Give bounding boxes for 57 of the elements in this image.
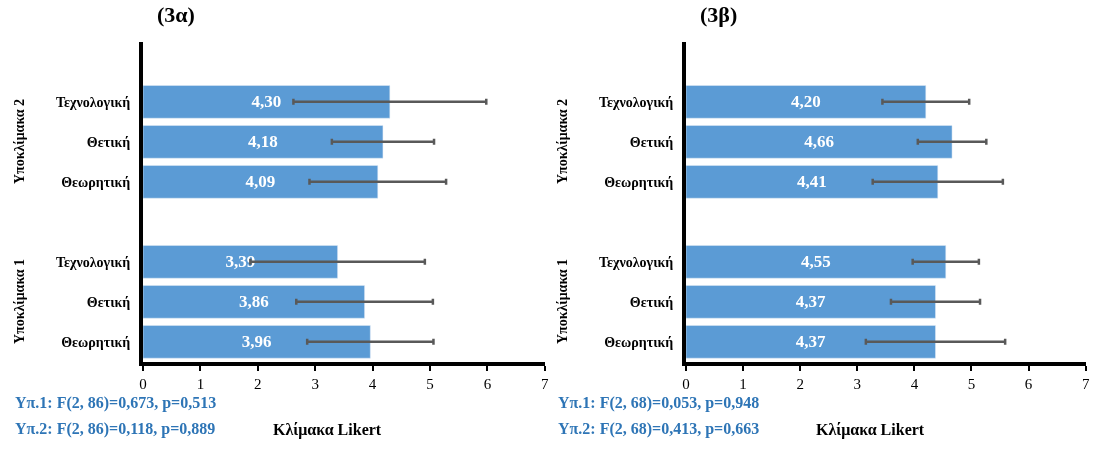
bar: [686, 325, 936, 359]
y-tick-label: Θετική: [86, 134, 131, 150]
x-tick-label: 6: [483, 375, 492, 392]
y-tick-label: Τεχνολογική: [55, 94, 131, 110]
x-tick-label: 7: [541, 375, 550, 392]
x-tick-label: 1: [739, 375, 747, 392]
bar: [686, 285, 936, 319]
x-tick-label: 1: [196, 375, 205, 392]
y-tick-label: Θετική: [629, 134, 674, 150]
y-tick-label: Τεχνολογική: [598, 254, 674, 270]
text: Υποκλίμακα 1: [12, 258, 28, 345]
x-tick-label: 6: [1024, 375, 1033, 392]
bar: [686, 125, 953, 159]
y-tick-label: Θεωρητική: [604, 174, 674, 190]
chart-title: (3α): [157, 2, 195, 27]
x-tick-label: 5: [426, 375, 434, 392]
x-tick-label: 5: [967, 375, 976, 392]
bar: [686, 165, 939, 199]
x-tick-label: 4: [910, 375, 919, 392]
text: Υποκλίμακα 2: [12, 98, 28, 185]
data-label: 3,86: [238, 292, 269, 312]
y-tick-label: Θετική: [629, 294, 674, 310]
data-label: 3,96: [241, 332, 272, 352]
y-tick-label: Θεωρητική: [61, 334, 131, 350]
x-tick-label: 0: [139, 375, 147, 392]
x-tick-label: 4: [368, 375, 377, 392]
data-label: 4,66: [804, 132, 834, 152]
chart-title: (3β): [700, 2, 738, 27]
x-tick-label: 3: [311, 375, 319, 392]
text: Υποκλίμακα 1: [555, 258, 571, 345]
y-tick-label: Τεχνολογική: [55, 254, 131, 270]
data-label: 4,41: [797, 172, 827, 192]
text: Υπ.1: F(2, 68)=0,053, p=0,948: [558, 394, 760, 412]
bar: [686, 85, 927, 119]
x-tick-label: 2: [254, 375, 262, 392]
data-label: 4,55: [801, 252, 831, 272]
bar: [686, 245, 947, 279]
data-label: 4,18: [248, 132, 278, 152]
text: Υποκλίμακα 2: [555, 98, 571, 185]
data-label: 4,20: [791, 92, 821, 112]
x-tick-label: 2: [796, 375, 804, 392]
x-tick-label: 7: [1081, 375, 1090, 392]
x-axis-title: Κλίμακα Likert: [816, 421, 925, 439]
y-tick-label: Θεωρητική: [61, 174, 131, 190]
data-label: 4,37: [795, 332, 826, 352]
data-label: 4,09: [245, 172, 276, 192]
text: Υπ.2: F(2, 86)=0,118, p=0,889: [15, 420, 216, 438]
x-tick-label: 0: [682, 375, 690, 392]
x-tick-label: 3: [853, 375, 862, 392]
y-tick-label: Θεωρητική: [604, 334, 674, 350]
text: Υπ.1: F(2, 86)=0,673, p=0,513: [15, 394, 217, 412]
data-label: 4,37: [795, 292, 826, 312]
y-tick-label: Τεχνολογική: [598, 94, 674, 110]
data-label: 4,30: [251, 92, 282, 112]
y-tick-label: Θετική: [86, 294, 131, 310]
x-axis-title: Κλίμακα Likert: [273, 421, 382, 439]
text: Υπ.2: F(2, 68)=0,413, p=0,663: [558, 420, 760, 438]
